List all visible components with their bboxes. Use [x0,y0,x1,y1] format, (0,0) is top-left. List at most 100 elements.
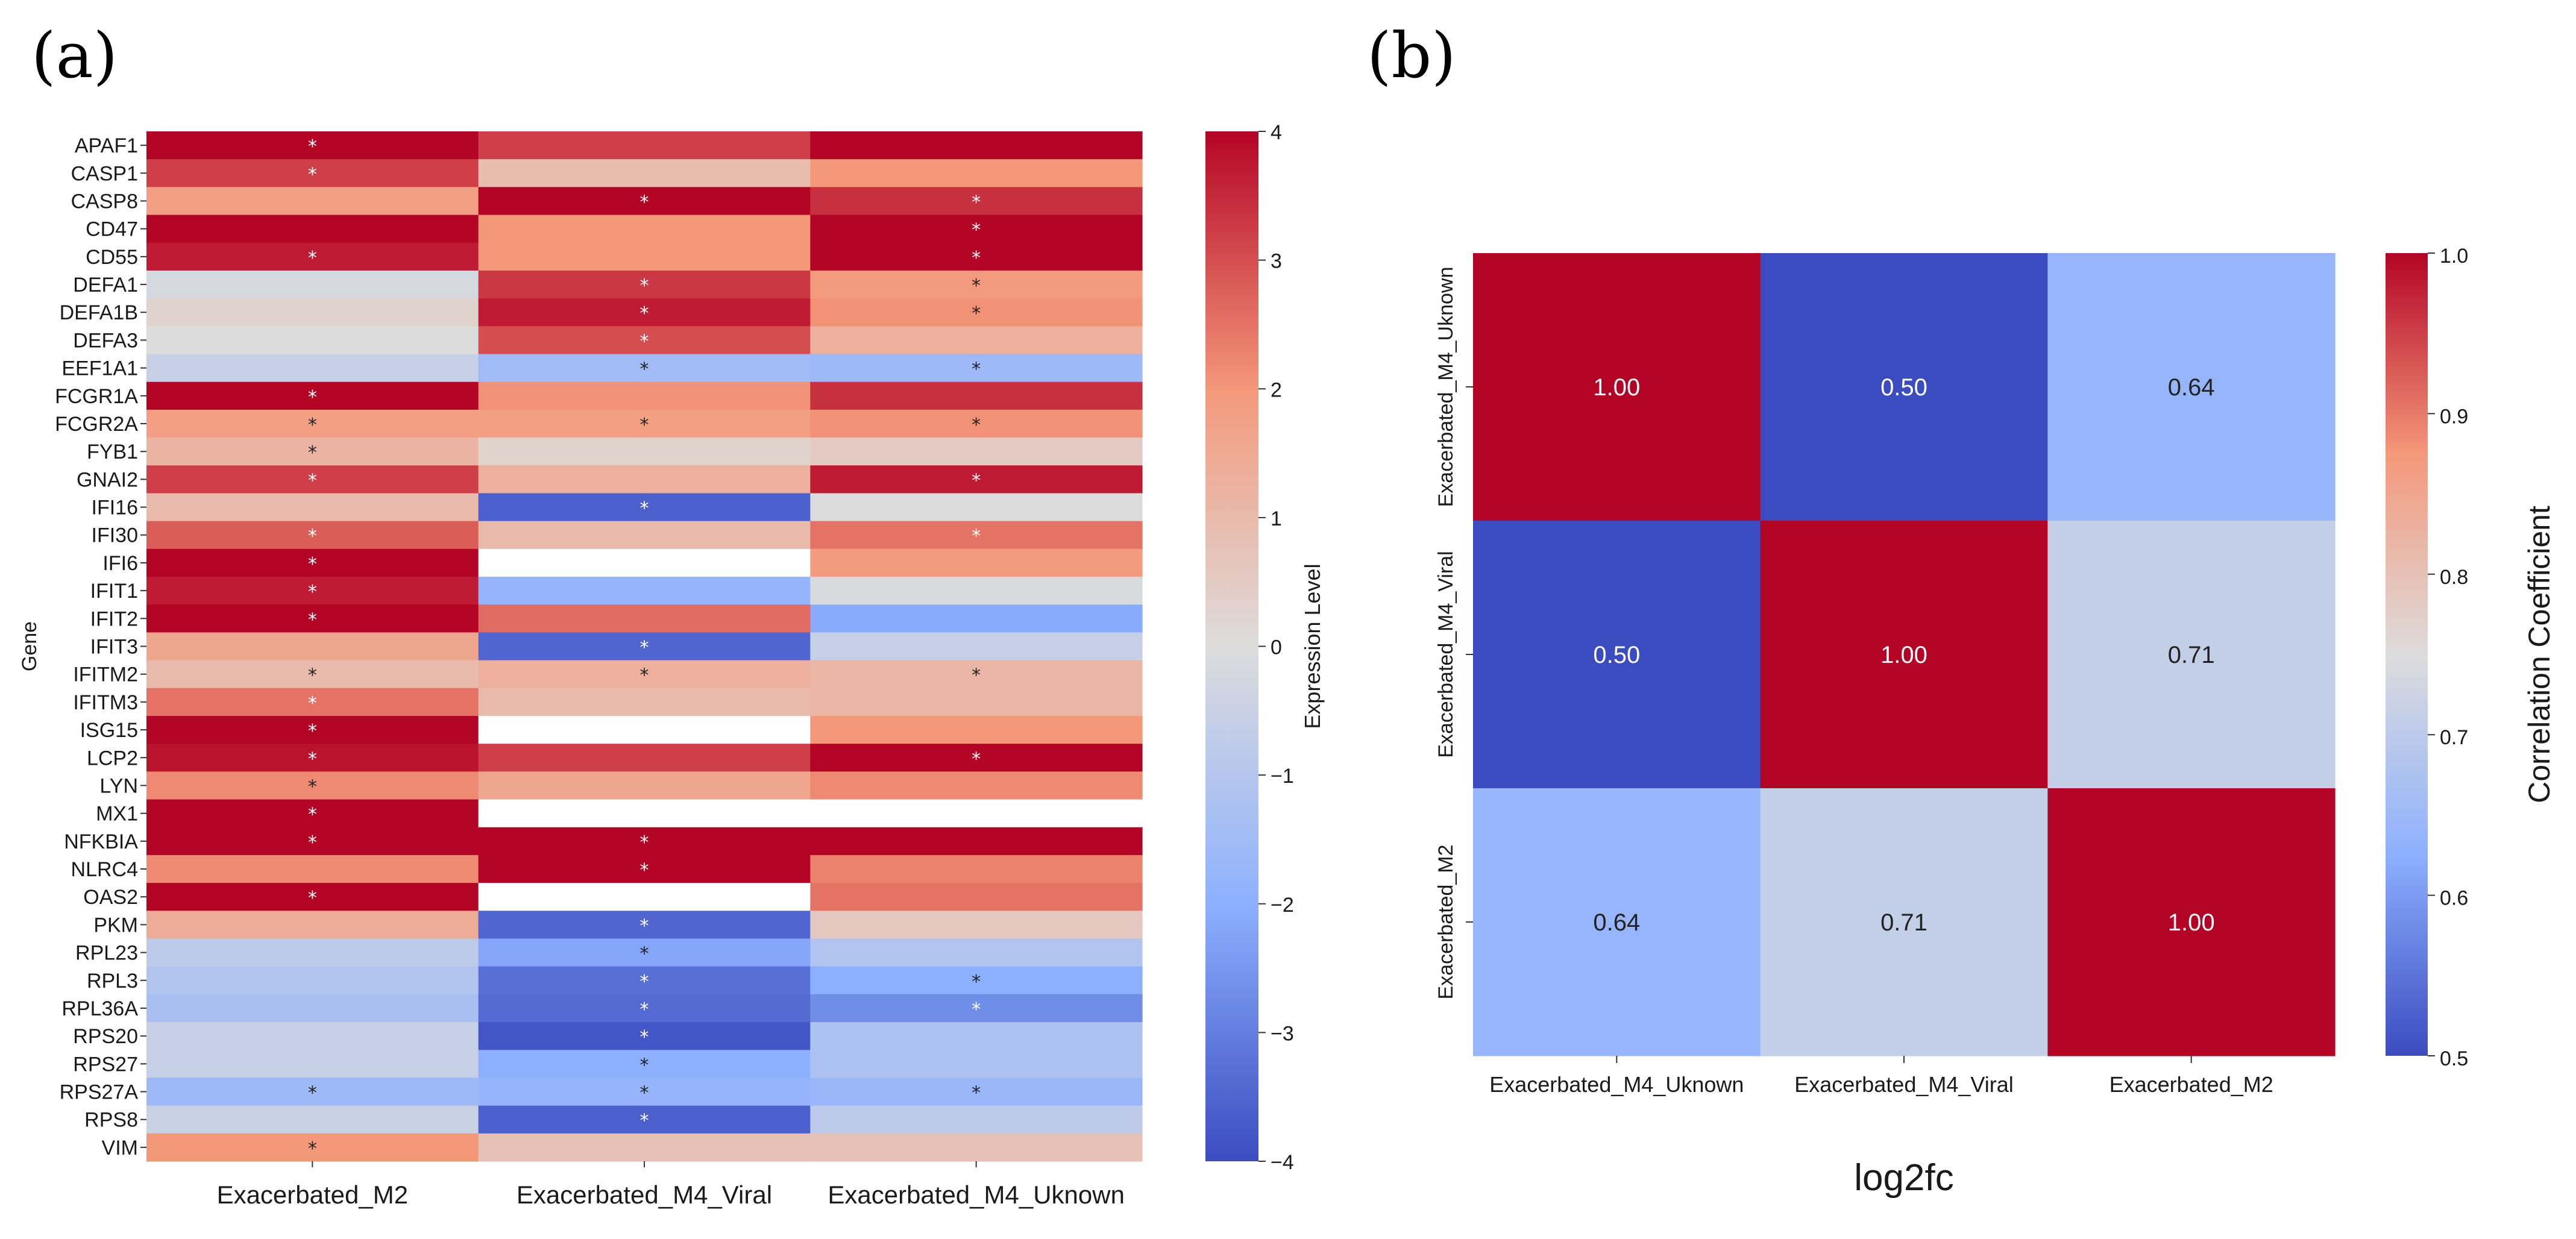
row-label: Exacerbated_M2 [1434,844,1457,999]
cell-value-label: 0.71 [1880,909,1927,936]
row-label: PKM [93,914,138,936]
heatmap-a-cell [478,131,811,160]
heatmap-a-cell [810,911,1143,939]
row-label: FCGR1A [55,385,138,408]
significance-star: * [972,192,981,213]
heatmap-a-cell [810,187,1143,216]
heatmap-a-cell [478,744,811,772]
colorbar-b-label: Correlation Coefficient [2522,506,2556,803]
heatmap-b-cell [1473,253,1761,521]
row-label: Exacerbated_M4_Uknown [1434,267,1457,507]
column-label: Exacerbated_M4_Viral [517,1181,772,1209]
heatmap-a-cell [810,354,1143,383]
colorbar-a: 4 3 2 1 0 −1 −2 −3 −4 Expression Level [1205,121,1325,1174]
heatmap-a-cell [810,771,1143,800]
row-label: IFI6 [102,552,138,575]
row-label: Exacerbated_M4_Viral [1434,551,1457,758]
heatmap-a-cell [146,744,479,772]
heatmap-a-cell [810,1050,1143,1079]
heatmap-a-cell [146,632,479,661]
row-label: APAF1 [75,134,138,157]
heatmap-a-cell [146,1050,479,1079]
significance-star: * [308,1138,317,1159]
row-label: VIM [102,1137,138,1159]
significance-star: * [640,1027,649,1048]
row-label: LCP2 [87,747,138,770]
row-label: RPL3 [87,970,138,993]
heatmap-a-cell [146,465,479,494]
heatmap-a-cell [146,911,479,939]
cell-value-label: 0.64 [2168,374,2215,401]
heatmap-a-cell [478,270,811,299]
heatmap-a-cell [478,548,811,577]
heatmap-a-cell [810,1077,1143,1106]
cell-value-label: 0.64 [1593,909,1640,936]
heatmap-a-cell [810,715,1143,744]
heatmap-a-cell [810,215,1143,243]
heatmap-a-cell [810,298,1143,327]
heatmap-a-cell [810,270,1143,299]
heatmap-a-cell [146,827,479,856]
heatmap-a-cell [146,1105,479,1134]
row-label: IFIT2 [90,607,138,630]
panel-a-label: (a) [31,19,118,92]
significance-star: * [640,192,649,213]
heatmap-a-cell [146,994,479,1023]
heatmap-a-cell [146,771,479,800]
row-label: GNAI2 [77,468,138,491]
significance-star: * [308,888,317,909]
colorbar-tick-label: 0 [1271,636,1282,659]
row-label: CD47 [86,218,138,241]
row-label: LYN [99,774,138,797]
row-label: IFI30 [92,524,138,547]
column-label: Exacerbated_M4_Uknown [1489,1072,1744,1097]
heatmap-a-cell [810,883,1143,911]
heatmap-a-cell [478,715,811,744]
significance-star: * [308,721,317,742]
heatmap-a-cell [146,131,479,160]
row-label: CASP8 [71,190,139,213]
heatmap-a-cell [810,938,1143,967]
heatmap-a-cell [146,298,479,327]
significance-star: * [640,832,649,853]
row-label: IFIT1 [90,580,138,603]
heatmap-a-cell [810,465,1143,494]
heatmap-a-cell [146,966,479,995]
heatmap-a-cell [146,521,479,550]
significance-star: * [640,999,649,1020]
heatmap-a-cell [810,493,1143,522]
cell-value-label: 0.50 [1880,374,1927,401]
heatmap-a-cell [146,438,479,466]
heatmap-a-cell [478,1133,811,1162]
significance-star: * [972,999,981,1020]
heatmap-a-cell [146,715,479,744]
heatmap-b: 1.00 0.50 0.64 0.50 1.00 0.71 0.64 0.71 1.00 Exac… [1434,253,2336,1199]
significance-star: * [308,526,317,547]
heatmap-a-cell [478,660,811,689]
colorbar-tick-label: 2 [1271,378,1282,401]
significance-star: * [972,971,981,993]
significance-star: * [308,1083,317,1104]
x-axis-label: log2fc [1854,1157,1953,1199]
heatmap-b-cell [2047,521,2336,789]
heatmap-a-cell [810,1022,1143,1050]
row-label: IFI16 [92,497,138,519]
heatmap-a-cell [478,883,811,911]
colorbar-tick-label: −1 [1271,765,1294,788]
significance-star: * [972,1083,981,1104]
significance-star: * [640,944,649,965]
significance-star: * [640,1055,649,1076]
heatmap-a-cell [810,799,1143,828]
heatmap-a-cell [478,354,811,383]
heatmap-a-cell [478,632,811,661]
row-label: RPL23 [75,942,138,965]
heatmap-a-cell [146,1133,479,1162]
column-label: Exacerbated_M4_Viral [1794,1072,2014,1097]
heatmap-a-cell [478,1077,811,1106]
significance-star: * [308,554,317,575]
significance-star: * [972,415,981,436]
row-label: RPS8 [84,1109,138,1132]
heatmap-a-cell [478,938,811,967]
heatmap-a-cell [146,270,479,299]
